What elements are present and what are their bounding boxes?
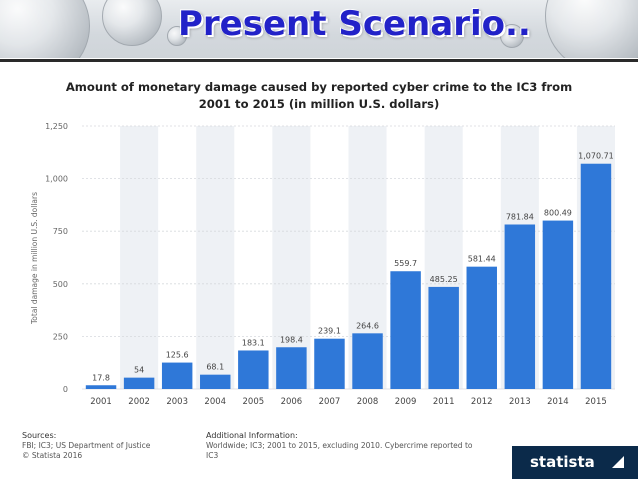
additional-info-title: Additional Information:: [206, 431, 298, 440]
bar-value-label: 68.1: [206, 363, 224, 372]
slide-title: Present Scenario..: [178, 4, 531, 44]
bar: [314, 338, 345, 389]
bar-value-label: 239.1: [318, 327, 341, 336]
copyright-line: © Statista 2016: [22, 451, 83, 460]
x-tick-label: 2008: [357, 397, 379, 407]
decorative-bubble: [500, 24, 524, 48]
y-tick-label: 0: [63, 385, 68, 394]
x-tick-label: 2014: [547, 397, 569, 407]
decorative-bubble: [102, 0, 162, 46]
bar: [85, 385, 117, 389]
chart-title-line-2: 2001 to 2015 (in million U.S. dollars): [198, 97, 440, 111]
additional-info-line: IC3: [206, 451, 219, 460]
arrow-icon: [612, 456, 624, 468]
column-stripe: [272, 126, 311, 389]
x-tick-label: 2011: [433, 397, 455, 407]
chart-title: Amount of monetary damage caused by repo…: [0, 79, 638, 113]
bar-value-label: 485.25: [430, 275, 458, 284]
bar: [123, 377, 155, 389]
bar-value-label: 581.44: [468, 255, 496, 264]
x-tick-label: 2007: [319, 397, 341, 407]
bar: [238, 350, 269, 389]
bar: [161, 362, 193, 389]
bar: [200, 374, 231, 389]
column-stripe: [120, 126, 159, 389]
x-tick-label: 2013: [509, 397, 531, 407]
bar-value-label: 800.49: [544, 209, 572, 218]
x-tick-label: 2002: [128, 397, 150, 407]
additional-info-line: Worldwide; IC3; 2001 to 2015, excluding …: [206, 441, 473, 450]
decorative-bubble: [167, 26, 187, 46]
column-stripe: [196, 126, 235, 389]
x-tick-label: 2012: [471, 397, 493, 407]
statista-brand-badge[interactable]: statista: [512, 446, 638, 479]
bar-value-label: 781.84: [506, 213, 534, 222]
title-divider: [0, 59, 638, 62]
bar: [352, 333, 383, 389]
bar: [276, 347, 307, 389]
x-tick-label: 2001: [90, 397, 112, 407]
sources-line: FBI; IC3; US Department of Justice: [22, 441, 151, 450]
bar-value-label: 125.6: [166, 351, 189, 360]
sources-title: Sources:: [22, 431, 57, 440]
x-tick-label: 2004: [204, 397, 226, 407]
chart-title-line-1: Amount of monetary damage caused by repo…: [65, 80, 573, 94]
sources-block: Sources: FBI; IC3; US Department of Just…: [22, 431, 150, 461]
bar: [580, 163, 612, 389]
x-tick-label: 2009: [395, 397, 417, 407]
y-tick-label: 1,000: [45, 175, 68, 184]
decorative-bubble: [0, 0, 90, 58]
bar-value-label: 183.1: [242, 338, 265, 347]
bar: [428, 286, 459, 389]
additional-info-block: Additional Information: Worldwide; IC3; …: [206, 431, 472, 461]
bar-value-label: 17.8: [92, 373, 110, 382]
x-tick-label: 2005: [243, 397, 265, 407]
bar-value-label: 1,070.71: [578, 152, 614, 161]
slide-header: Present Scenario..: [0, 0, 638, 58]
bar: [504, 224, 536, 389]
bar-value-label: 559.7: [394, 259, 417, 268]
bar: [542, 220, 574, 389]
y-tick-label: 750: [53, 227, 68, 236]
y-axis-label: Total damage in million U.S. dollars: [30, 192, 39, 325]
y-tick-label: 250: [53, 332, 68, 341]
y-tick-label: 500: [53, 280, 68, 289]
statista-logo-text: statista: [530, 453, 595, 471]
y-tick-label: 1,250: [45, 122, 68, 131]
bar-value-label: 54: [134, 366, 144, 375]
x-tick-label: 2015: [585, 397, 607, 407]
bar: [390, 271, 421, 389]
bar-value-label: 198.4: [280, 335, 303, 344]
x-tick-label: 2006: [281, 397, 303, 407]
bar: [466, 266, 497, 389]
bar-value-label: 264.6: [356, 321, 379, 330]
x-tick-label: 2003: [166, 397, 188, 407]
